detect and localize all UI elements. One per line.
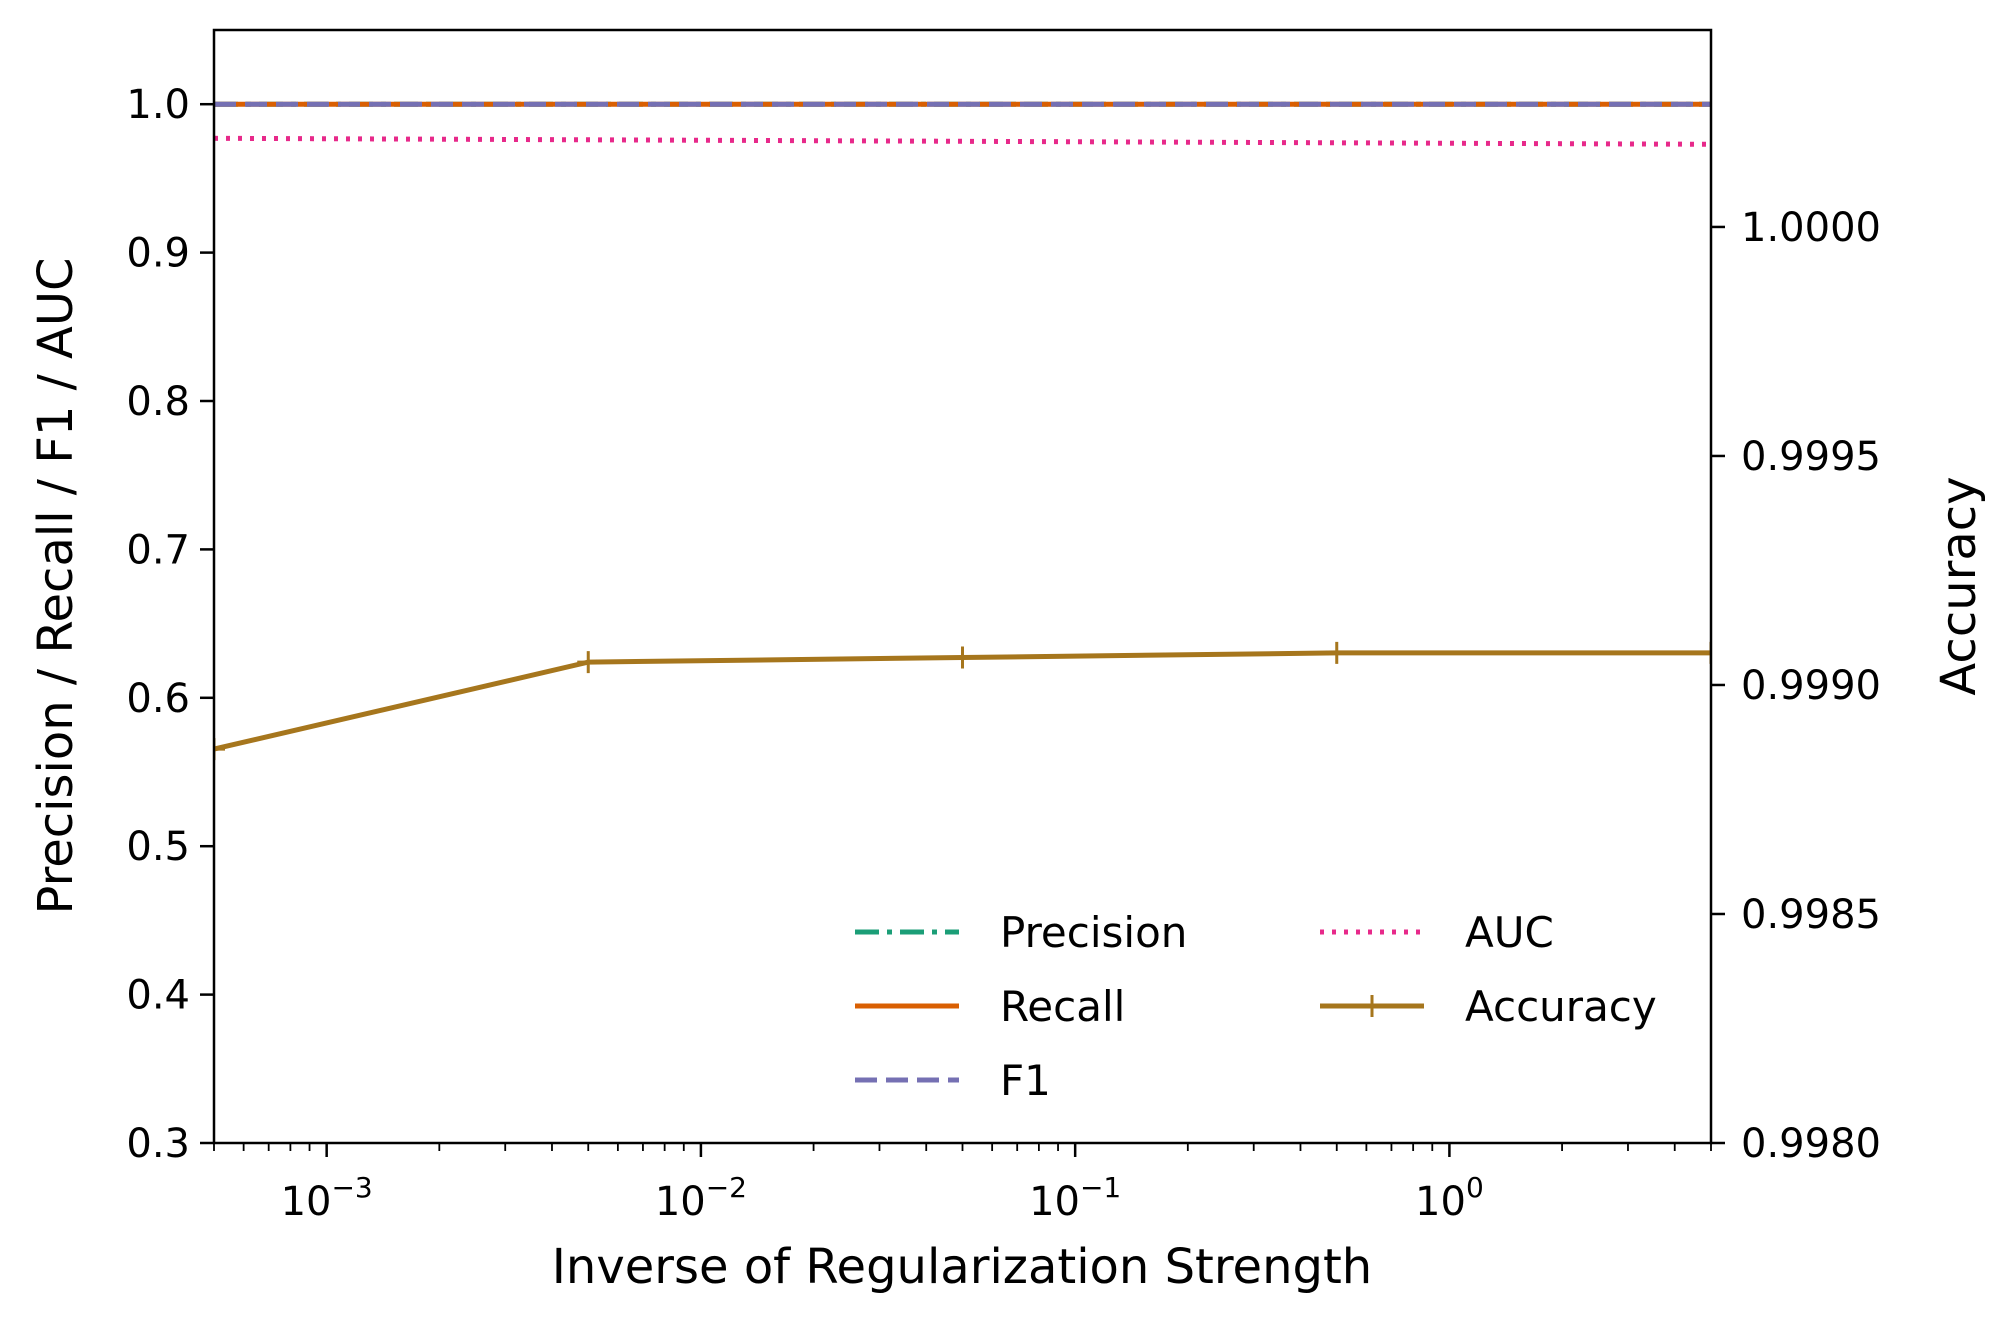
legend-label: Precision — [1000, 908, 1187, 957]
left-y-tick-label: 0.3 — [126, 1121, 190, 1167]
data-point-accuracy — [214, 738, 225, 761]
legend-label: Accuracy — [1465, 982, 1657, 1031]
x-axis-title: Inverse of Regularization Strength — [552, 1239, 1372, 1295]
x-tick-label: 10−1 — [1029, 1171, 1121, 1225]
legend-item-recall: Recall — [855, 982, 1125, 1031]
legend-label: AUC — [1465, 908, 1554, 957]
legend-label: F1 — [1000, 1056, 1051, 1105]
data-point-accuracy — [577, 651, 600, 674]
right-y-axis-title: Accuracy — [1931, 476, 1987, 695]
data-point-accuracy — [1325, 641, 1348, 664]
x-tick-label: 10−2 — [655, 1171, 747, 1225]
legend-item-precision: Precision — [855, 908, 1187, 957]
right-y-tick-label: 0.9985 — [1741, 892, 1881, 938]
left-y-tick-label: 0.8 — [126, 379, 190, 425]
series-layer — [214, 101, 1711, 761]
plot-frame — [212, 28, 1713, 1145]
legend-item-f1: F1 — [855, 1056, 1051, 1105]
legend: Precision Recall F1 AUC Accuracy — [855, 908, 1657, 1105]
left-y-axis: 0.3 0.4 0.5 0.6 0.7 0.8 0.9 1.0 — [126, 82, 214, 1167]
legend-item-accuracy: Accuracy — [1320, 982, 1657, 1031]
data-point-accuracy — [1700, 641, 1711, 664]
left-y-tick-label: 0.4 — [126, 973, 190, 1019]
left-y-tick-label: 1.0 — [126, 82, 190, 128]
right-y-tick-label: 0.9990 — [1741, 663, 1881, 709]
right-y-tick-label: 0.9995 — [1741, 434, 1881, 480]
x-tick-label: 10−3 — [281, 1171, 373, 1225]
legend-label: Recall — [1000, 982, 1125, 1031]
left-y-tick-label: 0.5 — [126, 824, 190, 870]
right-y-axis: 0.9980 0.9985 0.9990 0.9995 1.0000 — [1711, 205, 1881, 1167]
left-y-axis-title: Precision / Recall / F1 / AUC — [28, 257, 84, 914]
left-y-tick-label: 0.6 — [126, 676, 190, 722]
x-axis: 10−3 10−2 10−1 100 — [213, 1143, 1712, 1225]
left-y-tick-label: 0.9 — [126, 231, 190, 277]
legend-marker — [1361, 995, 1383, 1017]
right-y-tick-label: 1.0000 — [1741, 205, 1881, 251]
data-point-accuracy — [951, 646, 974, 669]
left-y-tick-label: 0.7 — [126, 527, 190, 573]
right-y-tick-label: 0.9980 — [1741, 1121, 1881, 1167]
legend-item-auc: AUC — [1320, 908, 1554, 957]
x-tick-label: 100 — [1415, 1171, 1484, 1225]
series-line-auc — [214, 135, 1711, 147]
